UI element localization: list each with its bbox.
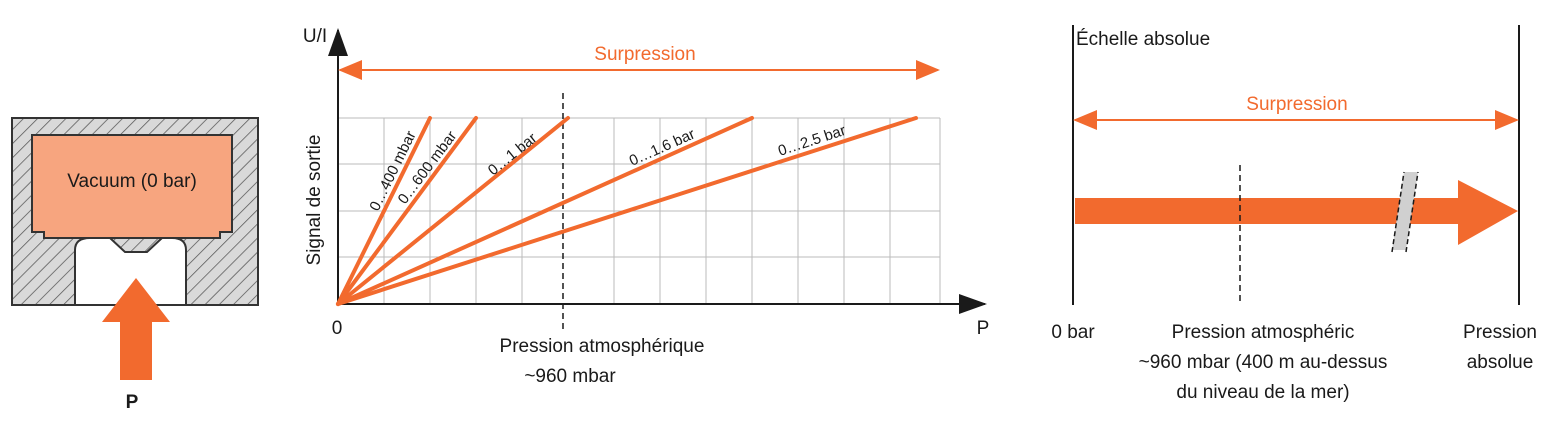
start-label: 0 bar <box>1051 322 1095 343</box>
line-label: 0…1 bar <box>485 130 540 179</box>
reference-line: du niveau de la mer) <box>1176 382 1349 403</box>
reference-line: Pression atmosphéric <box>1172 322 1355 343</box>
reference-label: Pression atmosphérique <box>500 336 705 357</box>
range-label: Surpression <box>594 44 695 65</box>
pressure-label: P <box>126 392 139 413</box>
end-line: absolue <box>1467 352 1534 373</box>
signal-chart: Surpression 0…400 mbar 0…600 mbar 0…1 ba… <box>303 26 989 387</box>
sensor: Vacuum (0 bar) P <box>11 117 259 413</box>
y-axis-label: U/I <box>303 26 327 47</box>
x-axis-label: P <box>977 318 990 339</box>
absolute-scale: Échelle absolue Surpression 0 bar Pressi… <box>1051 25 1537 403</box>
origin-label: 0 <box>332 318 343 339</box>
line-label: 0…2.5 bar <box>776 122 848 160</box>
end-line: Pression <box>1463 322 1537 343</box>
reference-value: ~960 mbar <box>524 366 616 387</box>
range-label: Surpression <box>1246 94 1347 115</box>
scale-title: Échelle absolue <box>1076 29 1210 50</box>
reference-line: ~960 mbar (400 m au-dessus <box>1139 352 1388 373</box>
y-title: Signal de sortie <box>304 135 325 266</box>
sensor-label: Vacuum (0 bar) <box>67 171 197 192</box>
